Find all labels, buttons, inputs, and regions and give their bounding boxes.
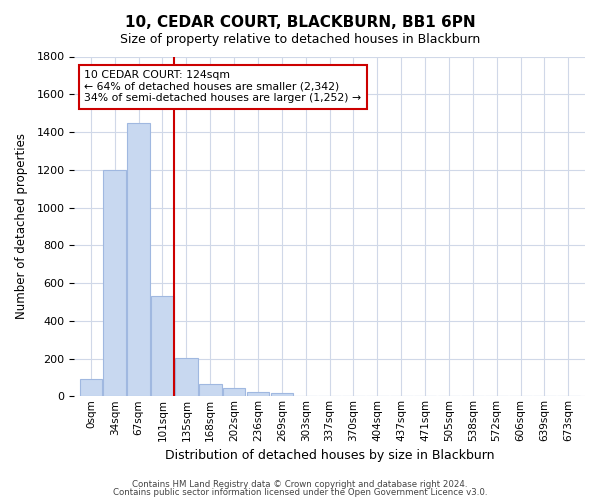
Bar xyxy=(223,388,245,396)
Bar xyxy=(175,358,198,397)
Bar xyxy=(80,380,102,396)
Bar xyxy=(271,394,293,396)
Bar xyxy=(199,384,221,396)
Y-axis label: Number of detached properties: Number of detached properties xyxy=(15,134,28,320)
Text: Contains HM Land Registry data © Crown copyright and database right 2024.: Contains HM Land Registry data © Crown c… xyxy=(132,480,468,489)
Text: 10, CEDAR COURT, BLACKBURN, BB1 6PN: 10, CEDAR COURT, BLACKBURN, BB1 6PN xyxy=(125,15,475,30)
Text: 10 CEDAR COURT: 124sqm
← 64% of detached houses are smaller (2,342)
34% of semi-: 10 CEDAR COURT: 124sqm ← 64% of detached… xyxy=(85,70,362,103)
X-axis label: Distribution of detached houses by size in Blackburn: Distribution of detached houses by size … xyxy=(165,450,494,462)
Bar xyxy=(127,122,150,396)
Bar xyxy=(103,170,126,396)
Bar xyxy=(247,392,269,396)
Text: Size of property relative to detached houses in Blackburn: Size of property relative to detached ho… xyxy=(120,32,480,46)
Bar xyxy=(151,296,174,396)
Text: Contains public sector information licensed under the Open Government Licence v3: Contains public sector information licen… xyxy=(113,488,487,497)
